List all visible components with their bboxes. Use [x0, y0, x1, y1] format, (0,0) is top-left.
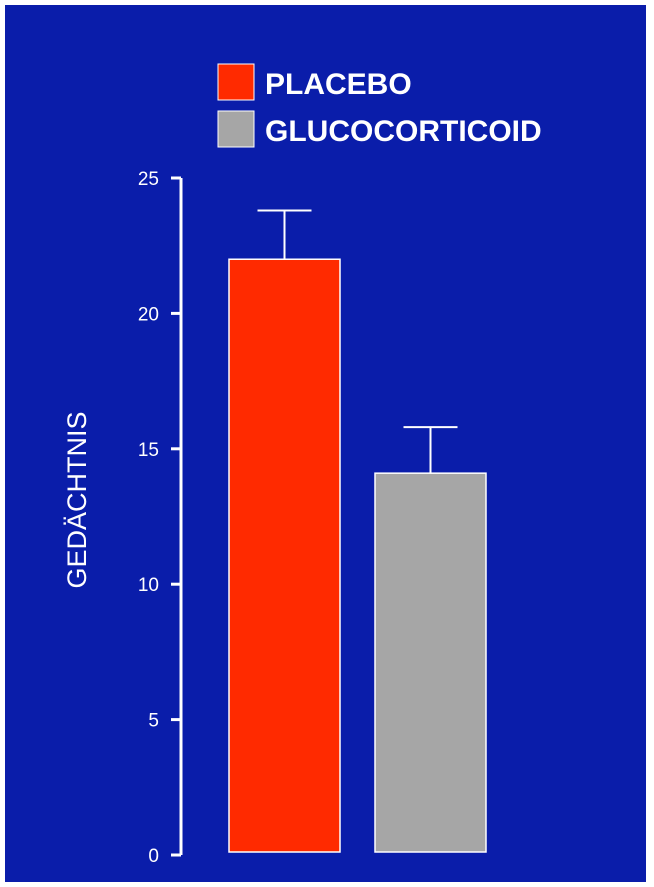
- y-tick-label: 20: [138, 304, 159, 325]
- y-tick-label: 10: [138, 575, 159, 596]
- bar-placebo: [228, 258, 341, 853]
- y-tick-label: 15: [138, 440, 159, 461]
- legend-label: GLUCOCORTICOID: [265, 115, 542, 148]
- y-tick-label: 25: [138, 169, 159, 190]
- legend-label: PLACEBO: [265, 68, 412, 101]
- y-axis-label: GEDÄCHTNIS: [62, 411, 92, 588]
- legend-swatch: [217, 63, 255, 101]
- y-axis: 0 5 10 15 20 25: [138, 169, 183, 867]
- y-tick-label: 0: [148, 846, 159, 867]
- bars: [228, 209, 487, 853]
- y-tick-label: 5: [148, 711, 159, 732]
- legend-swatch: [217, 110, 255, 148]
- bar-glucocorticoid: [374, 472, 487, 853]
- legend: PLACEBO GLUCOCORTICOID: [217, 63, 542, 148]
